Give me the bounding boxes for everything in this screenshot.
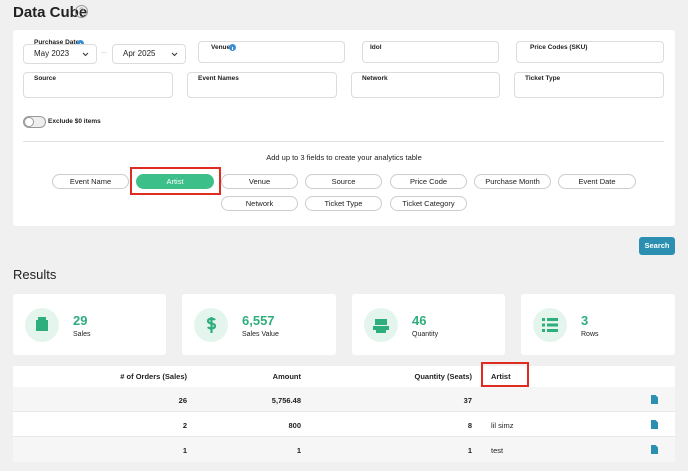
table-header	[13, 366, 675, 387]
table-row	[13, 437, 675, 462]
filter-label: Event Names	[198, 75, 239, 82]
field-chip[interactable]: Source	[305, 174, 382, 189]
filter-box[interactable]: Ticket Type	[514, 72, 664, 98]
field-chip[interactable]: Ticket Category	[390, 196, 467, 211]
dropdown-value: Apr 2025	[123, 49, 156, 58]
field-chip[interactable]: Ticket Type	[305, 196, 382, 211]
filter-box[interactable]: Source	[23, 72, 173, 98]
filter-label: Ticket Type	[525, 75, 561, 82]
table-row	[13, 387, 675, 412]
field-chip[interactable]: Venue	[221, 174, 298, 189]
column-header: # of Orders (Sales)	[120, 372, 187, 381]
stat-value: 46	[412, 313, 427, 328]
filter-label: Source	[34, 75, 57, 82]
stat-card: 3 Rows	[521, 294, 675, 355]
results-title: Results	[13, 267, 57, 282]
filter-box[interactable]: Network	[351, 72, 500, 98]
stat-card: 29 Sales	[13, 294, 166, 355]
filter-label: Purchase Date	[34, 39, 80, 46]
date-separator: ...	[101, 48, 107, 55]
stat-label: Rows	[581, 331, 599, 338]
table-cell: 1	[467, 446, 472, 455]
stat-value: 3	[581, 313, 589, 328]
table-cell: 800	[288, 421, 301, 430]
stat-value: 29	[73, 313, 88, 328]
stat-label: Quantity	[412, 331, 439, 338]
field-chip[interactable]: Price Code	[390, 174, 467, 189]
toggle[interactable]	[23, 116, 46, 128]
table-cell: 26	[178, 396, 187, 405]
field-chip[interactable]: Event Date	[558, 174, 636, 189]
stat-icon	[364, 308, 398, 342]
chevron	[171, 52, 178, 57]
filter-label: Idol	[370, 44, 382, 51]
table-row	[13, 412, 675, 437]
table-cell: 2	[182, 421, 187, 430]
stat-icon	[25, 308, 59, 342]
filter-label: Network	[362, 75, 388, 82]
table-cell: 1	[296, 446, 301, 455]
fields-hint: Add up to 3 fields to create your analyt…	[266, 153, 422, 162]
table-cell: 37	[463, 396, 472, 405]
help-icon[interactable]: ?	[75, 5, 88, 18]
file-icon[interactable]	[651, 420, 658, 429]
filter-box[interactable]: Venue	[198, 41, 345, 63]
field-chip[interactable]: Event Name	[52, 174, 129, 189]
stat-icon	[533, 308, 567, 342]
field-chip[interactable]: Purchase Month	[474, 174, 551, 189]
field-chip[interactable]: Network	[221, 196, 298, 211]
table-cell: lil simz	[491, 421, 514, 430]
filter-box[interactable]: Price Codes (SKU)	[516, 41, 664, 63]
table-cell: 1	[182, 446, 187, 455]
table-cell: test	[491, 446, 504, 455]
toggle-label: Exclude $0 items	[48, 118, 101, 125]
filter-label: Venue	[211, 44, 231, 51]
info-icon	[229, 44, 236, 51]
stat-card: 46 Quantity	[352, 294, 505, 355]
file-icon[interactable]	[651, 395, 658, 404]
column-header: Amount	[272, 372, 301, 381]
stat-label: Sales Value	[242, 331, 279, 338]
file-icon[interactable]	[651, 445, 658, 454]
stat-value: 6,557	[242, 313, 275, 328]
filter-label: Price Codes (SKU)	[530, 44, 588, 51]
column-header: Quantity (Seats)	[414, 372, 472, 381]
table-cell: 8	[467, 421, 472, 430]
page-title: Data Cube	[13, 4, 88, 21]
search-button[interactable]: Search	[639, 237, 675, 255]
stat-label: Sales	[73, 331, 91, 338]
highlight-box	[481, 362, 529, 387]
field-chip-selected[interactable]: Artist	[136, 174, 214, 189]
filter-box[interactable]: Event Names	[187, 72, 337, 98]
date-to[interactable]: Apr 2025	[112, 44, 186, 64]
table-cell: 5,756.48	[271, 396, 301, 405]
stat-icon	[194, 308, 228, 342]
column-header: Artist	[491, 372, 511, 381]
chevron	[82, 52, 89, 57]
highlight-box	[130, 167, 221, 195]
date-from[interactable]: May 2023	[23, 44, 97, 64]
dropdown-value: May 2023	[34, 49, 70, 58]
stat-card: 6,557 Sales Value	[182, 294, 336, 355]
filter-box[interactable]: Idol	[362, 41, 499, 63]
divider	[23, 141, 664, 142]
